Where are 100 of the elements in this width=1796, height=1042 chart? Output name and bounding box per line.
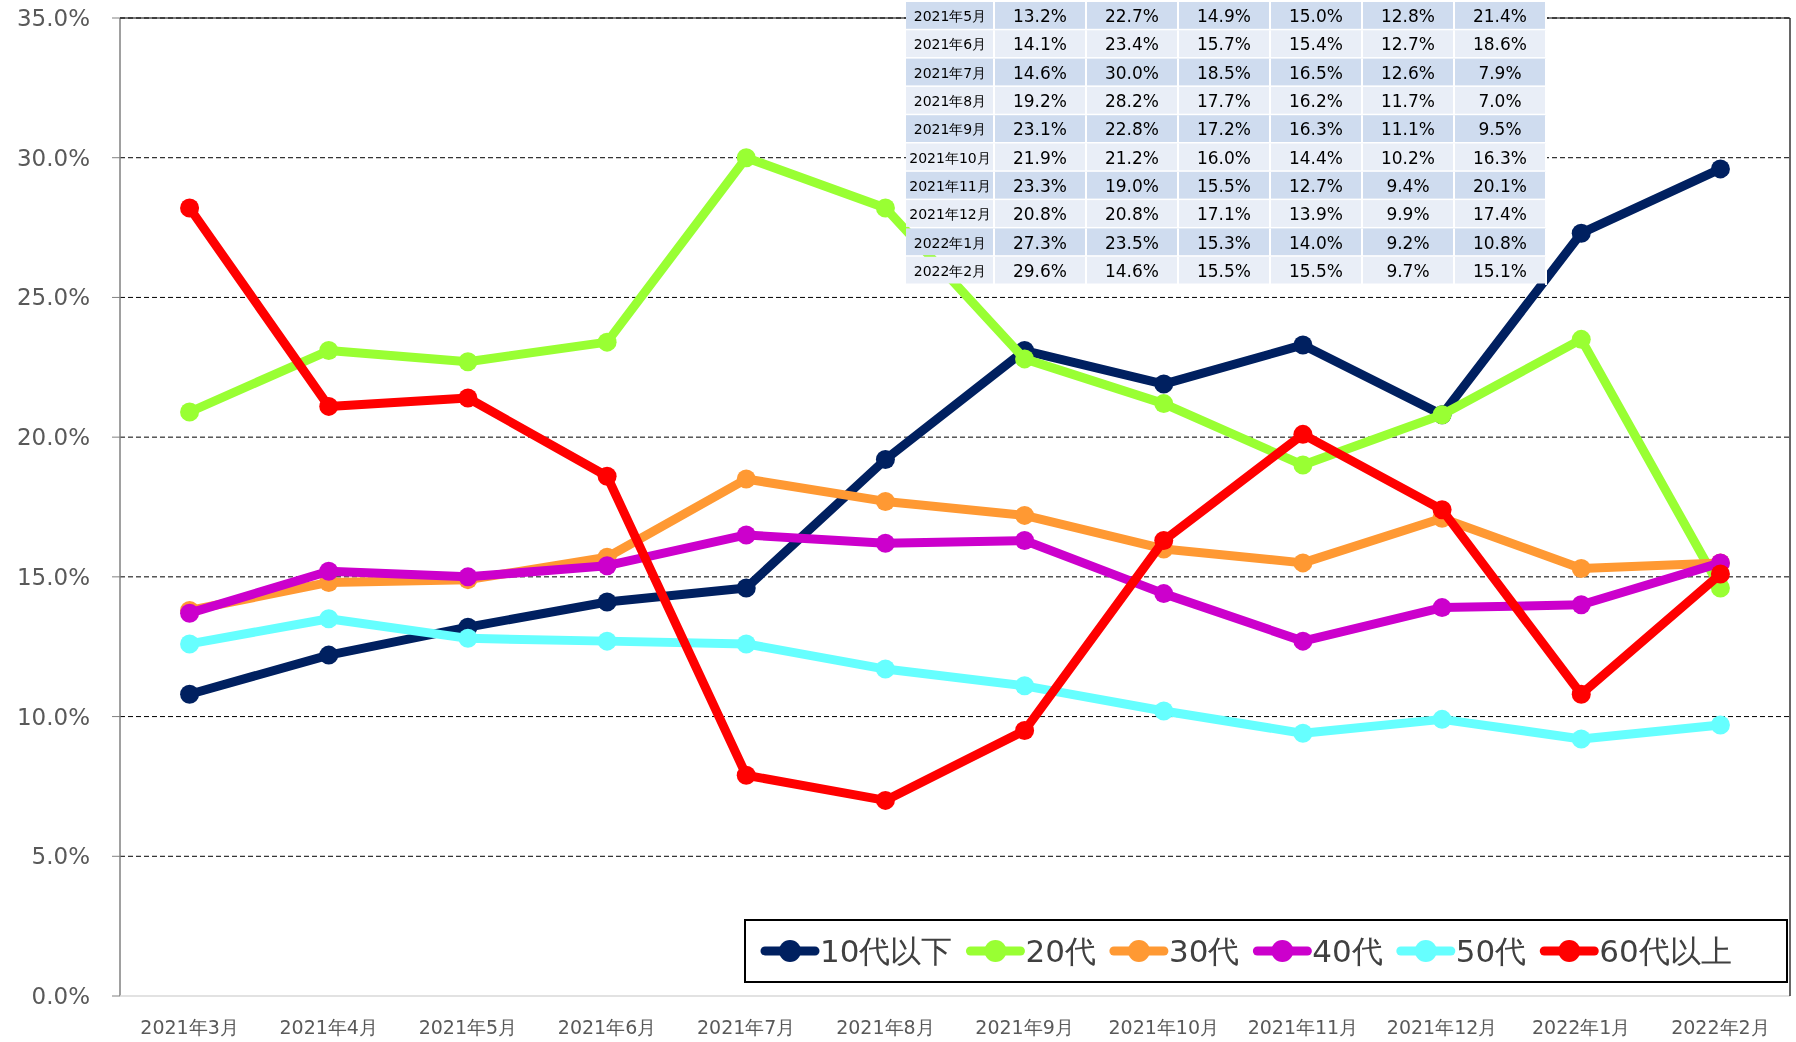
text: 20.8% xyxy=(1012,204,1068,225)
x-tick-label: 2022年1月 xyxy=(1532,1016,1631,1038)
point xyxy=(736,578,756,598)
text: 17.4% xyxy=(1472,204,1528,225)
category-label: 2021年8月 xyxy=(913,93,987,110)
text: 15.3% xyxy=(1196,232,1252,253)
point xyxy=(319,609,339,629)
x-tick-label: 2021年6月 xyxy=(557,1016,657,1038)
point xyxy=(1154,394,1174,414)
legend-label: 20代 xyxy=(1025,933,1096,969)
point xyxy=(597,332,617,352)
x-tick-label: 2021年12月 xyxy=(1386,1016,1498,1038)
y-tick-label: 15.0% xyxy=(16,563,90,590)
point xyxy=(1293,553,1313,573)
text: 9.7% xyxy=(1386,260,1430,281)
text: 7.0% xyxy=(1478,91,1522,112)
y-tick-label: 5.0% xyxy=(31,843,90,870)
point xyxy=(1432,709,1452,729)
text: 29.6% xyxy=(1012,260,1068,281)
text: 18.5% xyxy=(1196,62,1252,83)
point xyxy=(736,148,756,168)
text: 22.7% xyxy=(1104,6,1160,27)
text: 15.4% xyxy=(1288,34,1344,55)
point xyxy=(1571,595,1591,615)
y-tick-label: 35.0% xyxy=(16,5,90,31)
x-tick-label: 2021年4月 xyxy=(279,1016,378,1038)
x-tick-label: 2021年11月 xyxy=(1247,1016,1359,1038)
category-label: 2021年9月 xyxy=(913,121,987,138)
point xyxy=(1154,531,1174,551)
text: 16.2% xyxy=(1288,91,1344,112)
text: 21.4% xyxy=(1472,6,1528,27)
text: 11.7% xyxy=(1380,91,1436,112)
point xyxy=(875,533,895,553)
point xyxy=(1154,584,1174,604)
category-label: 2022年1月 xyxy=(913,234,987,251)
text: 14.0% xyxy=(1288,232,1344,253)
point xyxy=(319,396,339,416)
point xyxy=(458,388,478,408)
text: 23.4% xyxy=(1104,34,1160,55)
text: 15.5% xyxy=(1196,175,1252,196)
text: 9.4% xyxy=(1386,175,1430,196)
text: 14.9% xyxy=(1196,6,1252,27)
point xyxy=(597,592,617,612)
point xyxy=(1571,729,1591,749)
text: 21.9% xyxy=(1012,147,1068,168)
text: 15.5% xyxy=(1196,260,1252,281)
text: 23.3% xyxy=(1012,175,1068,196)
x-tick-label: 2021年10月 xyxy=(1108,1016,1220,1038)
text: 12.7% xyxy=(1288,175,1344,196)
point xyxy=(875,790,895,810)
text: 20.1% xyxy=(1472,175,1528,196)
point xyxy=(319,645,339,665)
point xyxy=(319,341,339,361)
point xyxy=(736,634,756,654)
point xyxy=(1015,349,1035,369)
point xyxy=(1293,455,1313,475)
x-tick-label: 2021年5月 xyxy=(418,1016,518,1038)
point xyxy=(1015,721,1035,741)
y-tick-label: 20.0% xyxy=(16,424,90,451)
text: 13.2% xyxy=(1012,6,1068,27)
point xyxy=(1015,676,1035,696)
point xyxy=(875,198,895,218)
x-tick-label: 2021年8月 xyxy=(836,1016,935,1038)
text: 19.2% xyxy=(1012,91,1068,112)
point xyxy=(1432,500,1452,520)
text: 17.1% xyxy=(1196,204,1252,225)
category-label: 2021年11月 xyxy=(909,177,991,194)
point xyxy=(875,450,895,469)
legend-label: 30代 xyxy=(1168,933,1240,969)
text: 16.5% xyxy=(1288,62,1344,83)
point xyxy=(180,684,200,704)
point xyxy=(180,634,200,654)
point xyxy=(180,198,200,218)
text: 27.3% xyxy=(1012,232,1068,253)
text: 15.1% xyxy=(1472,260,1528,281)
y-tick-label: 10.0% xyxy=(16,703,90,730)
y-tick-label: 25.0% xyxy=(16,284,90,311)
point xyxy=(458,352,478,372)
text: 16.3% xyxy=(1472,147,1528,168)
text: 17.2% xyxy=(1196,119,1252,140)
category-label: 2021年6月 xyxy=(913,36,987,53)
point xyxy=(1154,374,1174,394)
x-tick-label: 2021年7月 xyxy=(697,1016,796,1038)
point xyxy=(1015,531,1035,551)
point xyxy=(875,491,895,511)
point xyxy=(597,631,617,651)
point xyxy=(1710,564,1730,584)
text: 23.5% xyxy=(1104,232,1160,253)
text: 15.7% xyxy=(1196,34,1252,55)
text: 16.3% xyxy=(1288,119,1344,140)
text: 16.0% xyxy=(1196,147,1252,168)
legend-label: 50代 xyxy=(1455,933,1527,969)
text: 11.1% xyxy=(1380,119,1436,140)
point xyxy=(458,628,478,648)
y-tick-label: 0.0% xyxy=(31,983,90,1009)
text: 17.7% xyxy=(1196,91,1252,112)
text: 15.5% xyxy=(1288,260,1344,281)
legend-label: 10代以下 xyxy=(820,933,953,969)
category-label: 2021年10月 xyxy=(909,149,991,166)
category-label: 2021年7月 xyxy=(913,64,987,81)
